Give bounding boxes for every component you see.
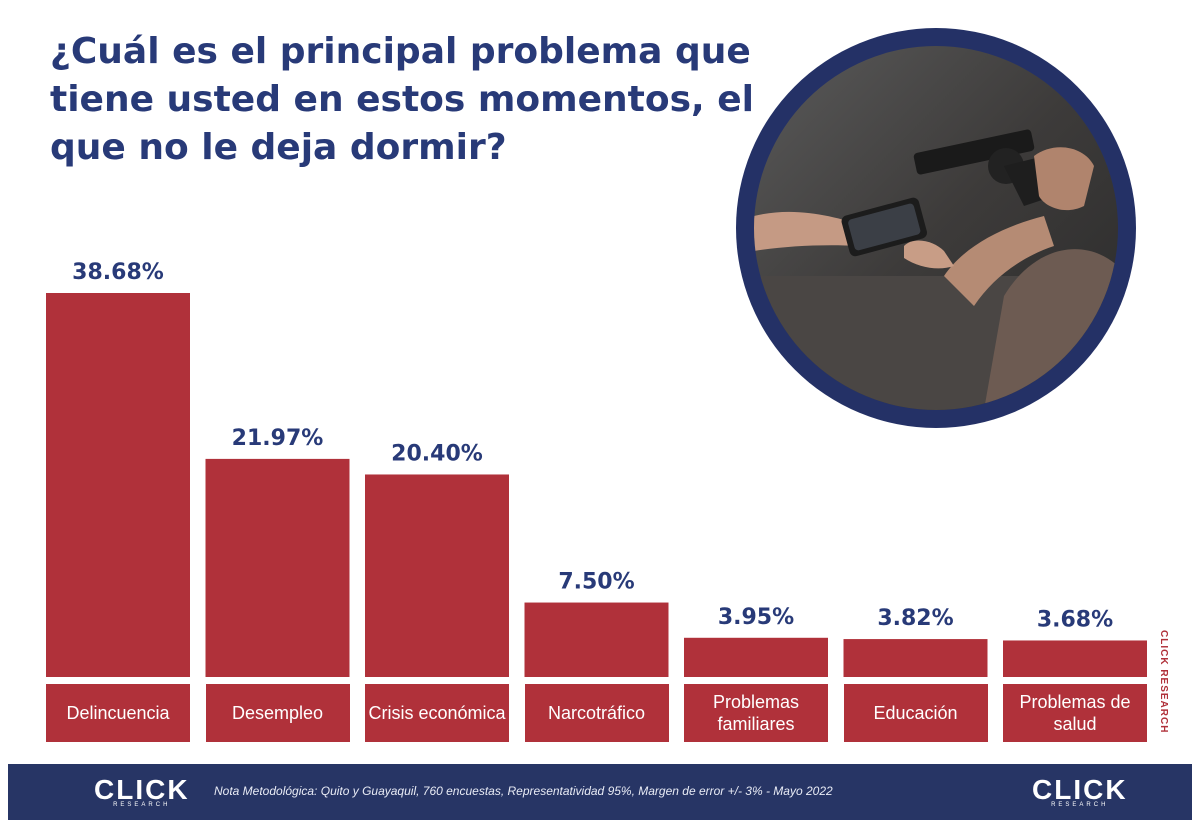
bar-1 bbox=[205, 458, 350, 677]
bar-5 bbox=[843, 639, 988, 677]
category-label-4: Problemas familiares bbox=[684, 684, 828, 742]
bar-2 bbox=[365, 474, 509, 677]
data-label-1: 21.97% bbox=[232, 426, 324, 451]
footer-bar: CLICK RESEARCH Nota Metodológica: Quito … bbox=[8, 764, 1192, 820]
methodology-note: Nota Metodológica: Quito y Guayaquil, 76… bbox=[214, 784, 833, 798]
bar-0 bbox=[46, 293, 190, 677]
bar-6 bbox=[1003, 640, 1147, 677]
click-logo-left: CLICK RESEARCH bbox=[94, 774, 190, 808]
category-label-0: Delincuencia bbox=[46, 684, 190, 742]
chart-title: ¿Cuál es el principal problema que tiene… bbox=[50, 31, 754, 168]
category-label-2: Crisis económica bbox=[365, 684, 509, 742]
data-label-6: 3.68% bbox=[1037, 607, 1113, 632]
bar-4 bbox=[684, 637, 828, 677]
category-label-3: Narcotráfico bbox=[524, 684, 669, 742]
click-logo-right: CLICK RESEARCH bbox=[1032, 774, 1128, 808]
data-label-0: 38.68% bbox=[72, 260, 164, 285]
data-label-3: 7.50% bbox=[558, 570, 634, 595]
category-label-5: Educación bbox=[843, 684, 988, 742]
robbery-photo-icon bbox=[736, 28, 1136, 428]
side-credit: CLICK RESEARCH bbox=[1158, 630, 1169, 734]
bar-3 bbox=[524, 602, 669, 677]
category-label-6: Problemas de salud bbox=[1003, 684, 1147, 742]
data-label-2: 20.40% bbox=[391, 441, 483, 466]
data-label-5: 3.82% bbox=[877, 606, 953, 631]
data-label-4: 3.95% bbox=[718, 605, 794, 630]
category-label-1: Desempleo bbox=[205, 684, 350, 742]
